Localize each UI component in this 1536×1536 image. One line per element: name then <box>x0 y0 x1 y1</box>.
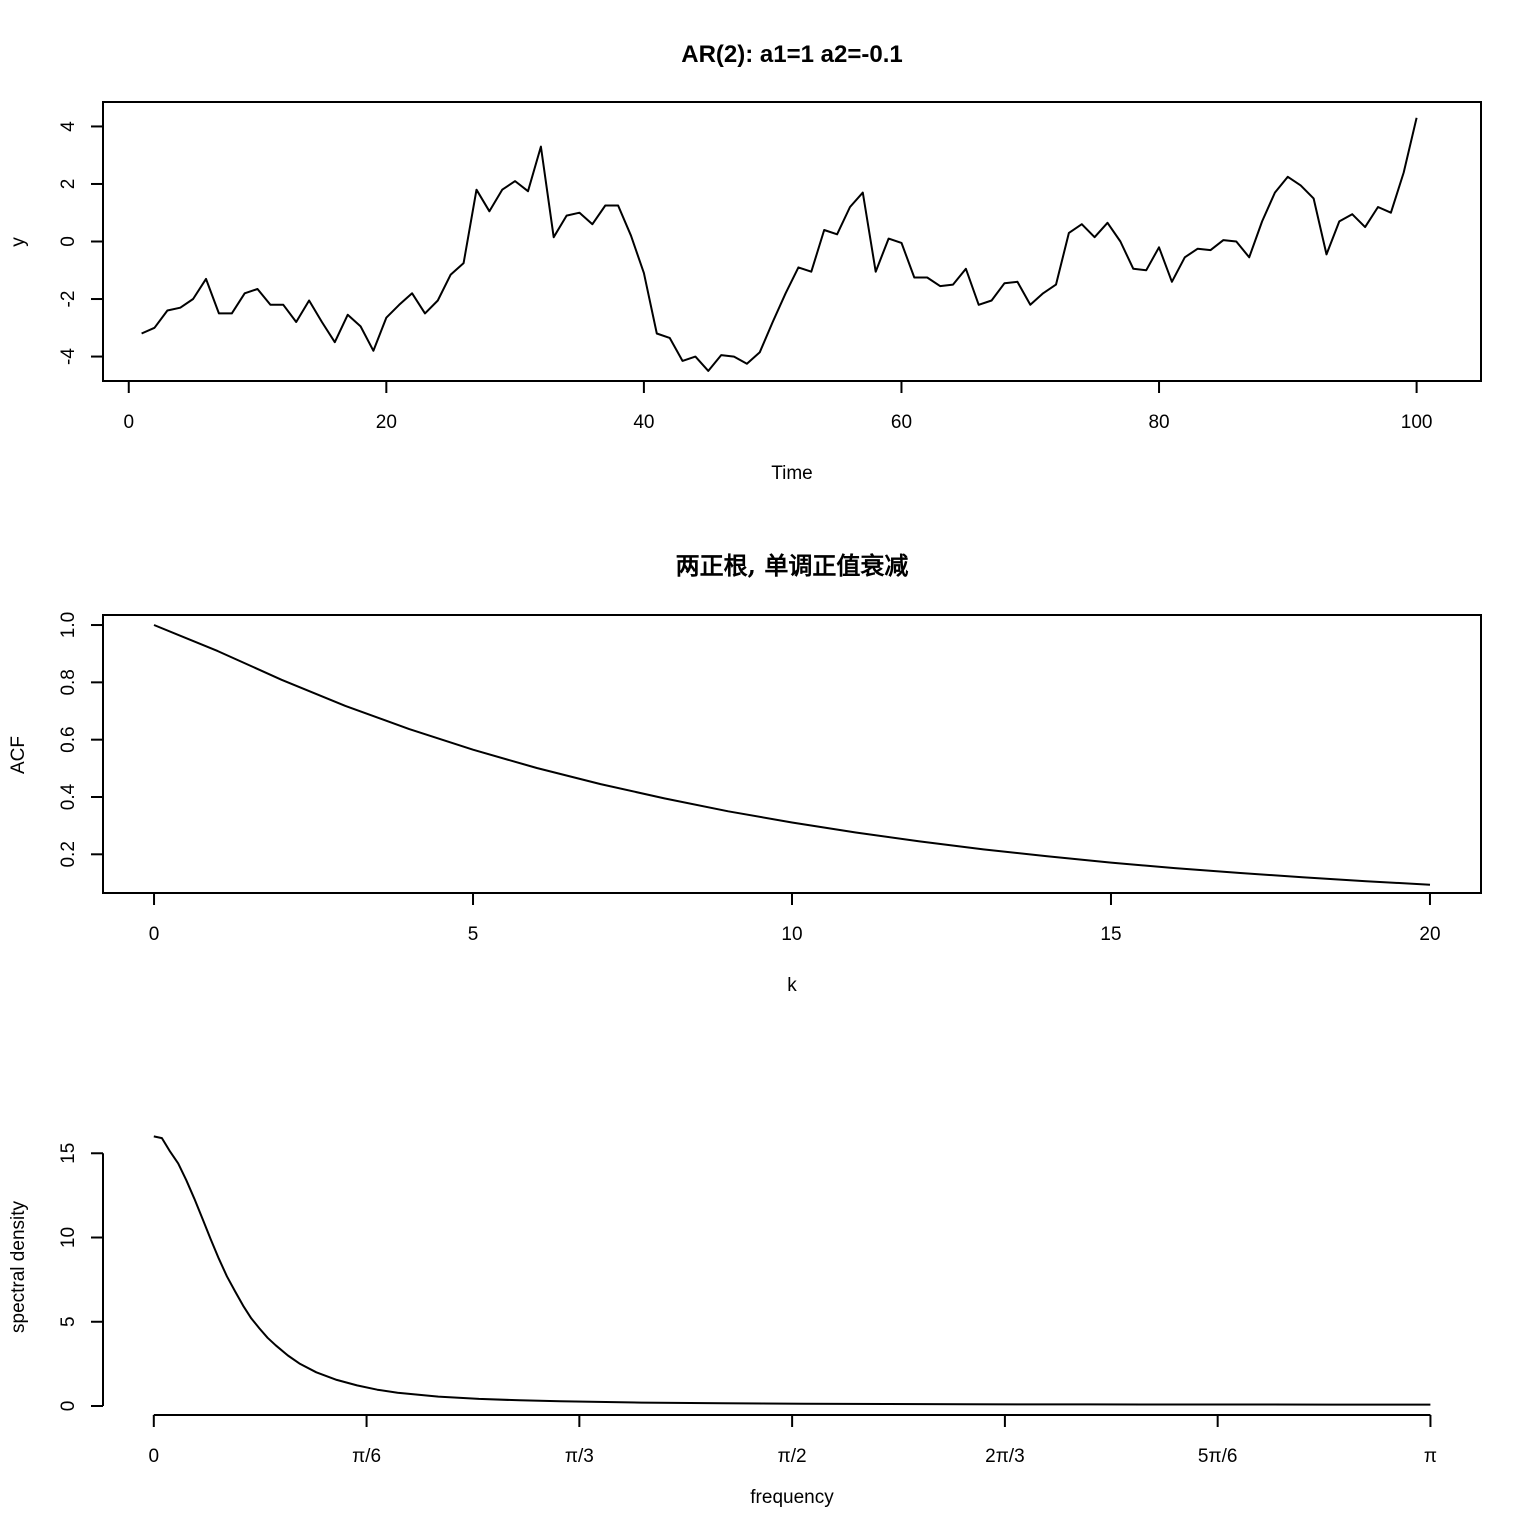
panel-3-x-tick-label: π <box>1424 1446 1437 1467</box>
panel-1-x-tick-label: 40 <box>633 412 654 433</box>
panel-3-x-tick-label: 0 <box>149 1446 160 1467</box>
panel-2-x-tick-label: 0 <box>149 924 160 945</box>
panel-acf: 两正根, 单调正值衰减 k ACF 0 5 10 15 20 0.2 0.4 0.6 0.8 1.… <box>8 551 1482 996</box>
panel-ar2-series: AR(2): a1=1 a2=-0.1 Time y 0 20 40 60 80 100-… <box>8 41 1482 484</box>
panel-2-plot: 0 5 10 15 20 0.2 0.4 0.6 0.8 1.0 <box>58 612 1482 945</box>
panel-1-frame <box>102 101 1482 382</box>
panel-3-x-tick-label: π/2 <box>778 1446 807 1467</box>
panel-2-y-tick-label: 0.6 <box>58 726 79 752</box>
panel-1-y-tick-label: 0 <box>58 236 79 247</box>
panel-2-title: 两正根, 单调正值衰减 <box>676 551 909 580</box>
panel-2-series-line <box>153 624 1431 886</box>
panel-1-y-tick-label: 4 <box>58 121 79 132</box>
panel-2-x-tick-label: 20 <box>1419 924 1440 945</box>
panel-1-x-tick-label: 100 <box>1401 412 1433 433</box>
panel-2-x-tick-label: 10 <box>781 924 802 945</box>
panel-3-xlabel: frequency <box>750 1487 834 1508</box>
panel-2-xlabel: k <box>787 975 797 996</box>
panel-3-plot: 0 π/6 π/3 π/2 2π/3 5π/6 π 0 5 10 15 <box>58 1135 1437 1467</box>
panel-1-xlabel: Time <box>771 463 813 484</box>
panel-3-x-tick-label: π/6 <box>352 1446 381 1467</box>
panel-1-y-tick-label: 2 <box>58 179 79 190</box>
panel-2-y-tick-label: 0.8 <box>58 669 79 695</box>
panel-1-x-tick-label: 80 <box>1148 412 1169 433</box>
panel-2-y-tick-label: 0.2 <box>58 841 79 867</box>
panel-3-x-tick-label: 2π/3 <box>985 1446 1025 1467</box>
panel-3-y-tick-label: 15 <box>58 1143 79 1164</box>
panel-2-x-tick-label: 5 <box>468 924 479 945</box>
panel-3-y-tick-label: 0 <box>58 1401 79 1412</box>
panel-2-x-tick-label: 15 <box>1100 924 1121 945</box>
panel-3-y-tick-label: 5 <box>58 1316 79 1327</box>
panel-3-x-tick-label: 5π/6 <box>1198 1446 1238 1467</box>
panel-2-frame <box>102 614 1482 894</box>
panel-1-series-line <box>141 117 1418 372</box>
panel-1-x-tick-label: 60 <box>891 412 912 433</box>
panel-1-ylabel: y <box>8 237 29 247</box>
panel-1-plot: 0 20 40 60 80 100 -4 -2 0 2 4 <box>58 101 1482 433</box>
panel-2-ylabel: ACF <box>8 736 29 774</box>
panel-1-y-tick-label: -4 <box>58 348 79 365</box>
panel-1-x-tick-label: 0 <box>123 412 134 433</box>
panel-2-y-tick-label: 1.0 <box>58 612 79 638</box>
panel-spectral-density: frequency spectral density 0 π/6 π/3 π/2 2π/… <box>8 1135 1437 1508</box>
panel-3-y-tick-label: 10 <box>58 1227 79 1248</box>
panel-3-x-tick-label: π/3 <box>565 1446 594 1467</box>
panel-1-title: AR(2): a1=1 a2=-0.1 <box>681 41 902 68</box>
panel-2-y-tick-label: 0.4 <box>58 783 79 810</box>
panel-1-y-tick-label: -2 <box>58 291 79 308</box>
panel-1-x-tick-label: 20 <box>376 412 397 433</box>
panel-3-ylabel: spectral density <box>8 1201 29 1334</box>
panel-3-series-line <box>153 1135 1431 1406</box>
